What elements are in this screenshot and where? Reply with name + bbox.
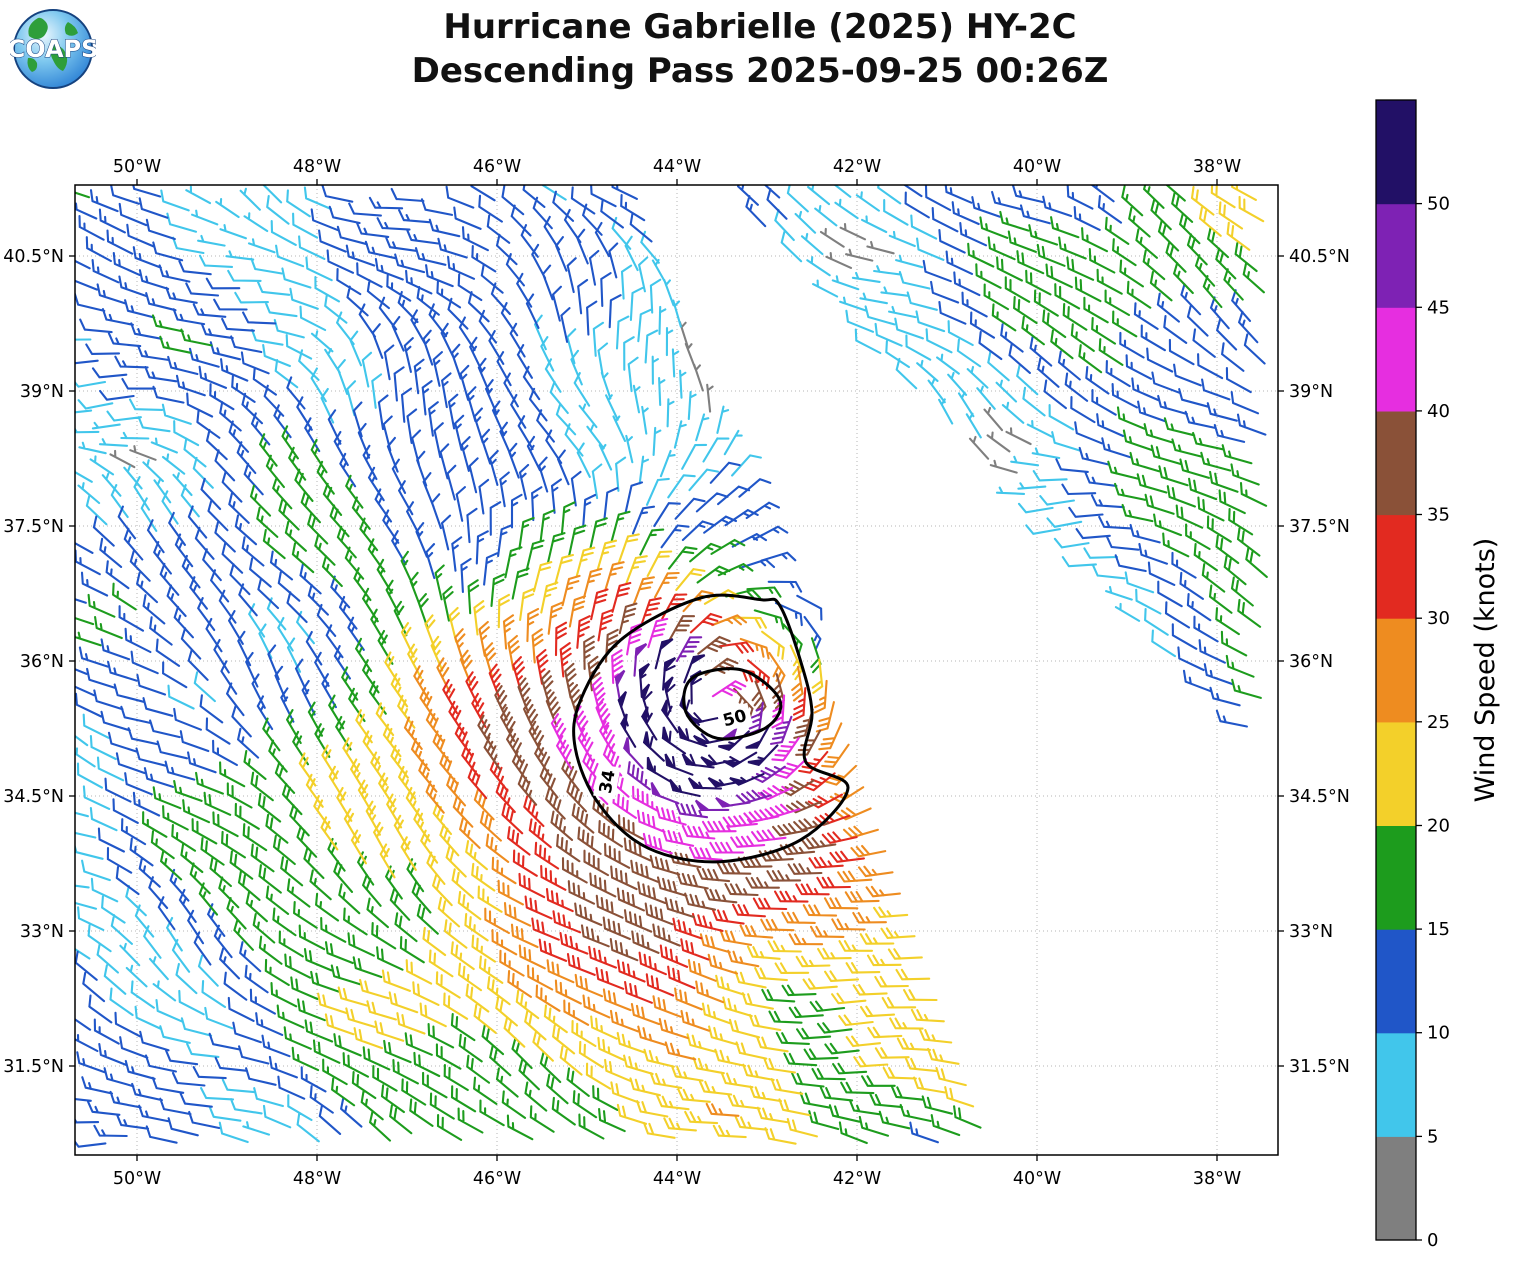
chart-title: Hurricane Gabrielle (2025) HY-2C Descend… bbox=[100, 6, 1420, 93]
chart-title-line1: Hurricane Gabrielle (2025) HY-2C bbox=[443, 7, 1077, 47]
colorbar-bin bbox=[1376, 100, 1416, 205]
colorbar-bin bbox=[1376, 514, 1416, 619]
lat-tick-label: 37.5°N bbox=[3, 517, 64, 537]
colorbar-tick-label: 20 bbox=[1427, 816, 1450, 837]
contour-label-34: 34 bbox=[593, 763, 621, 800]
colorbar-tick-label: 50 bbox=[1427, 194, 1450, 215]
lat-tick-label: 34.5°N bbox=[3, 787, 64, 807]
lat-tick-label: 40.5°N bbox=[1289, 247, 1350, 267]
lon-tick-label: 42°W bbox=[833, 157, 881, 177]
lat-tick-label: 39°N bbox=[1289, 382, 1333, 402]
lat-tick-label: 33°N bbox=[20, 922, 64, 942]
colorbar-bin bbox=[1376, 203, 1416, 308]
lon-tick-label: 46°W bbox=[473, 157, 521, 177]
lat-tick-label: 37.5°N bbox=[1289, 517, 1350, 537]
barb-speed-group bbox=[617, 641, 779, 798]
colorbar-bin bbox=[1376, 307, 1416, 412]
colorbar-tick-label: 45 bbox=[1427, 297, 1450, 318]
logo-text: COAPS bbox=[10, 35, 96, 63]
chart-title-line2: Descending Pass 2025-09-25 00:26Z bbox=[411, 50, 1109, 91]
barb-pennant-group bbox=[614, 643, 738, 812]
colorbar-frame bbox=[1375, 99, 1417, 1241]
barb-speed-group bbox=[442, 581, 865, 1004]
colorbar-tick-label: 15 bbox=[1427, 919, 1450, 940]
colorbar-bin bbox=[1376, 825, 1416, 930]
colorbar-tick-label: 5 bbox=[1427, 1126, 1438, 1147]
lon-tick-label: 46°W bbox=[473, 1169, 521, 1189]
barb-pennant-group bbox=[617, 638, 767, 794]
wind-radius-contour-50 bbox=[682, 667, 783, 741]
lon-tick-label: 40°W bbox=[1013, 1169, 1061, 1189]
lon-tick-label: 44°W bbox=[653, 157, 701, 177]
svg-text:34: 34 bbox=[596, 768, 620, 795]
colorbar-label: Wind Speed (knots) bbox=[1470, 538, 1501, 803]
colorbar-bin bbox=[1376, 1136, 1416, 1241]
axis-ticks bbox=[69, 179, 1284, 1161]
barb-speed-group bbox=[550, 617, 808, 861]
lat-tick-label: 39°N bbox=[20, 382, 64, 402]
barb-speed-group bbox=[75, 185, 1268, 1145]
lat-tick-label: 33°N bbox=[1289, 922, 1333, 942]
colorbar-tick-label: 30 bbox=[1427, 608, 1450, 629]
colorbar-bin bbox=[1376, 929, 1416, 1034]
barb-speed-group bbox=[477, 602, 837, 962]
coaps-logo: COAPS bbox=[10, 9, 96, 89]
lat-tick-label: 36°N bbox=[20, 652, 64, 672]
colorbar-bin bbox=[1376, 1032, 1416, 1137]
lat-tick-label: 31.5°N bbox=[3, 1057, 64, 1077]
lon-tick-label: 38°W bbox=[1193, 157, 1241, 177]
barb-speed-group bbox=[109, 223, 1032, 474]
lon-tick-label: 38°W bbox=[1193, 1169, 1241, 1189]
contour-label-50: 50 bbox=[716, 702, 753, 733]
lon-tick-label: 48°W bbox=[293, 1169, 341, 1189]
axis-tick-labels: 50°W 50°W 48°W 48°W 46°W 46°W 44°W 44°W 42°W 42°W… bbox=[3, 157, 1350, 1189]
wind-radius-contour-34 bbox=[572, 593, 850, 864]
lon-tick-label: 40°W bbox=[1013, 157, 1061, 177]
barb-speed-group bbox=[75, 185, 1267, 1148]
lat-tick-label: 34.5°N bbox=[1289, 787, 1350, 807]
colorbar-tick-label: 0 bbox=[1427, 1230, 1438, 1251]
barb-speed-group bbox=[403, 561, 901, 1117]
colorbar: 0 5 10 15 20 25 30 35 40 45 50 Wind Speed (knots) bbox=[1375, 99, 1501, 1251]
lat-tick-label: 31.5°N bbox=[1289, 1057, 1350, 1077]
colorbar-bin bbox=[1376, 410, 1416, 516]
colorbar-tick-label: 10 bbox=[1427, 1023, 1450, 1044]
colorbar-tick-label: 35 bbox=[1427, 505, 1450, 526]
colorbar-tick-label: 25 bbox=[1427, 712, 1450, 733]
colorbar-tick-label: 40 bbox=[1427, 401, 1450, 422]
lon-tick-label: 44°W bbox=[653, 1169, 701, 1189]
lon-tick-label: 50°W bbox=[113, 1169, 161, 1189]
lat-tick-label: 40.5°N bbox=[3, 247, 64, 267]
barb-speed-group bbox=[298, 185, 1265, 1145]
lon-tick-label: 42°W bbox=[833, 1169, 881, 1189]
lon-tick-label: 48°W bbox=[293, 157, 341, 177]
colorbar-ticks bbox=[1416, 202, 1422, 1241]
lon-tick-label: 50°W bbox=[113, 157, 161, 177]
colorbar-tick-labels: 0 5 10 15 20 25 30 35 40 45 50 bbox=[1427, 194, 1450, 1251]
colorbar-bin bbox=[1376, 721, 1416, 826]
colorbar-bin bbox=[1376, 618, 1416, 723]
globe-icon bbox=[13, 9, 93, 89]
lat-tick-label: 36°N bbox=[1289, 652, 1333, 672]
